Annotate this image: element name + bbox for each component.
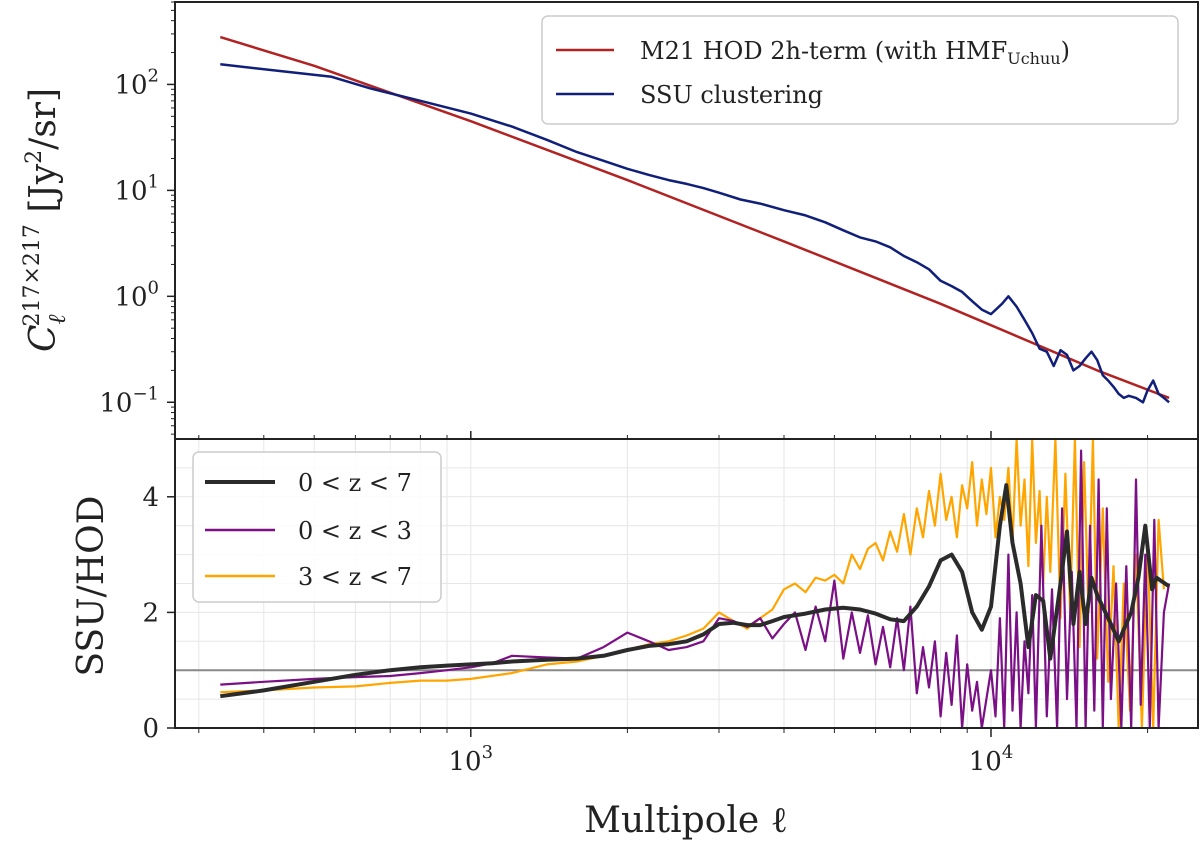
legend-label-z3-7: 3 < z < 7 (298, 563, 412, 591)
bottom-y-tick-label: 4 (142, 483, 159, 513)
bottom-x-tick-label: 103 (449, 742, 494, 777)
series-line-z0-7 (220, 483, 1171, 699)
legend-label-ssu: SSU clustering (640, 81, 823, 109)
bottom-y-axis-title: SSU/HOD (71, 496, 112, 677)
bottom-y-ticks: 0 2 4 (142, 483, 175, 744)
legend-label-hod: M21 HOD 2h-term (with HMFUchuu) (640, 37, 1070, 68)
top-y-tick-label: 101 (114, 171, 159, 206)
series-line-ssu (220, 63, 1170, 404)
top-series-lines (219, 35, 1170, 404)
top-y-tick-label: 10−1 (99, 383, 159, 418)
bottom-legend: 0 < z < 7 0 < z < 3 3 < z < 7 (192, 451, 442, 603)
legend-label-z0-3: 0 < z < 3 (298, 517, 412, 545)
top-y-tick-label: 102 (114, 65, 159, 100)
bottom-legend-box (192, 451, 442, 603)
legend-label-z0-7: 0 < z < 7 (298, 469, 412, 497)
top-legend: M21 HOD 2h-term (with HMFUchuu) SSU clus… (541, 15, 1179, 125)
top-y-tick-label: 100 (114, 277, 159, 312)
top-panel: 102 101 100 10−1 M21 HOD 2h-term (with HMFU… (20, 1, 1199, 440)
bottom-y-tick-label: 0 (142, 714, 159, 744)
x-axis-title: Multipole ℓ (584, 800, 788, 841)
bottom-y-tick-label: 2 (142, 598, 159, 628)
top-legend-box (541, 15, 1179, 125)
series-line-hod (219, 35, 1170, 400)
bottom-x-tick-label: 104 (969, 742, 1014, 777)
series-line-z0-3 (220, 449, 1171, 728)
bottom-panel: 0 2 4 103 104 0 < z < 7 0 < z < 3 3 < z < 7… (71, 438, 1199, 841)
bottom-series-lines (220, 439, 1171, 728)
bottom-x-ticks: 103 104 (198, 728, 1149, 777)
top-y-ticks: 102 101 100 10−1 (99, 1, 175, 435)
top-y-axis-title: Cℓ217×217 [Jy2/sr] (20, 88, 71, 352)
bottom-plot-frame (174, 438, 1199, 729)
series-line-z3-7 (220, 439, 1165, 728)
